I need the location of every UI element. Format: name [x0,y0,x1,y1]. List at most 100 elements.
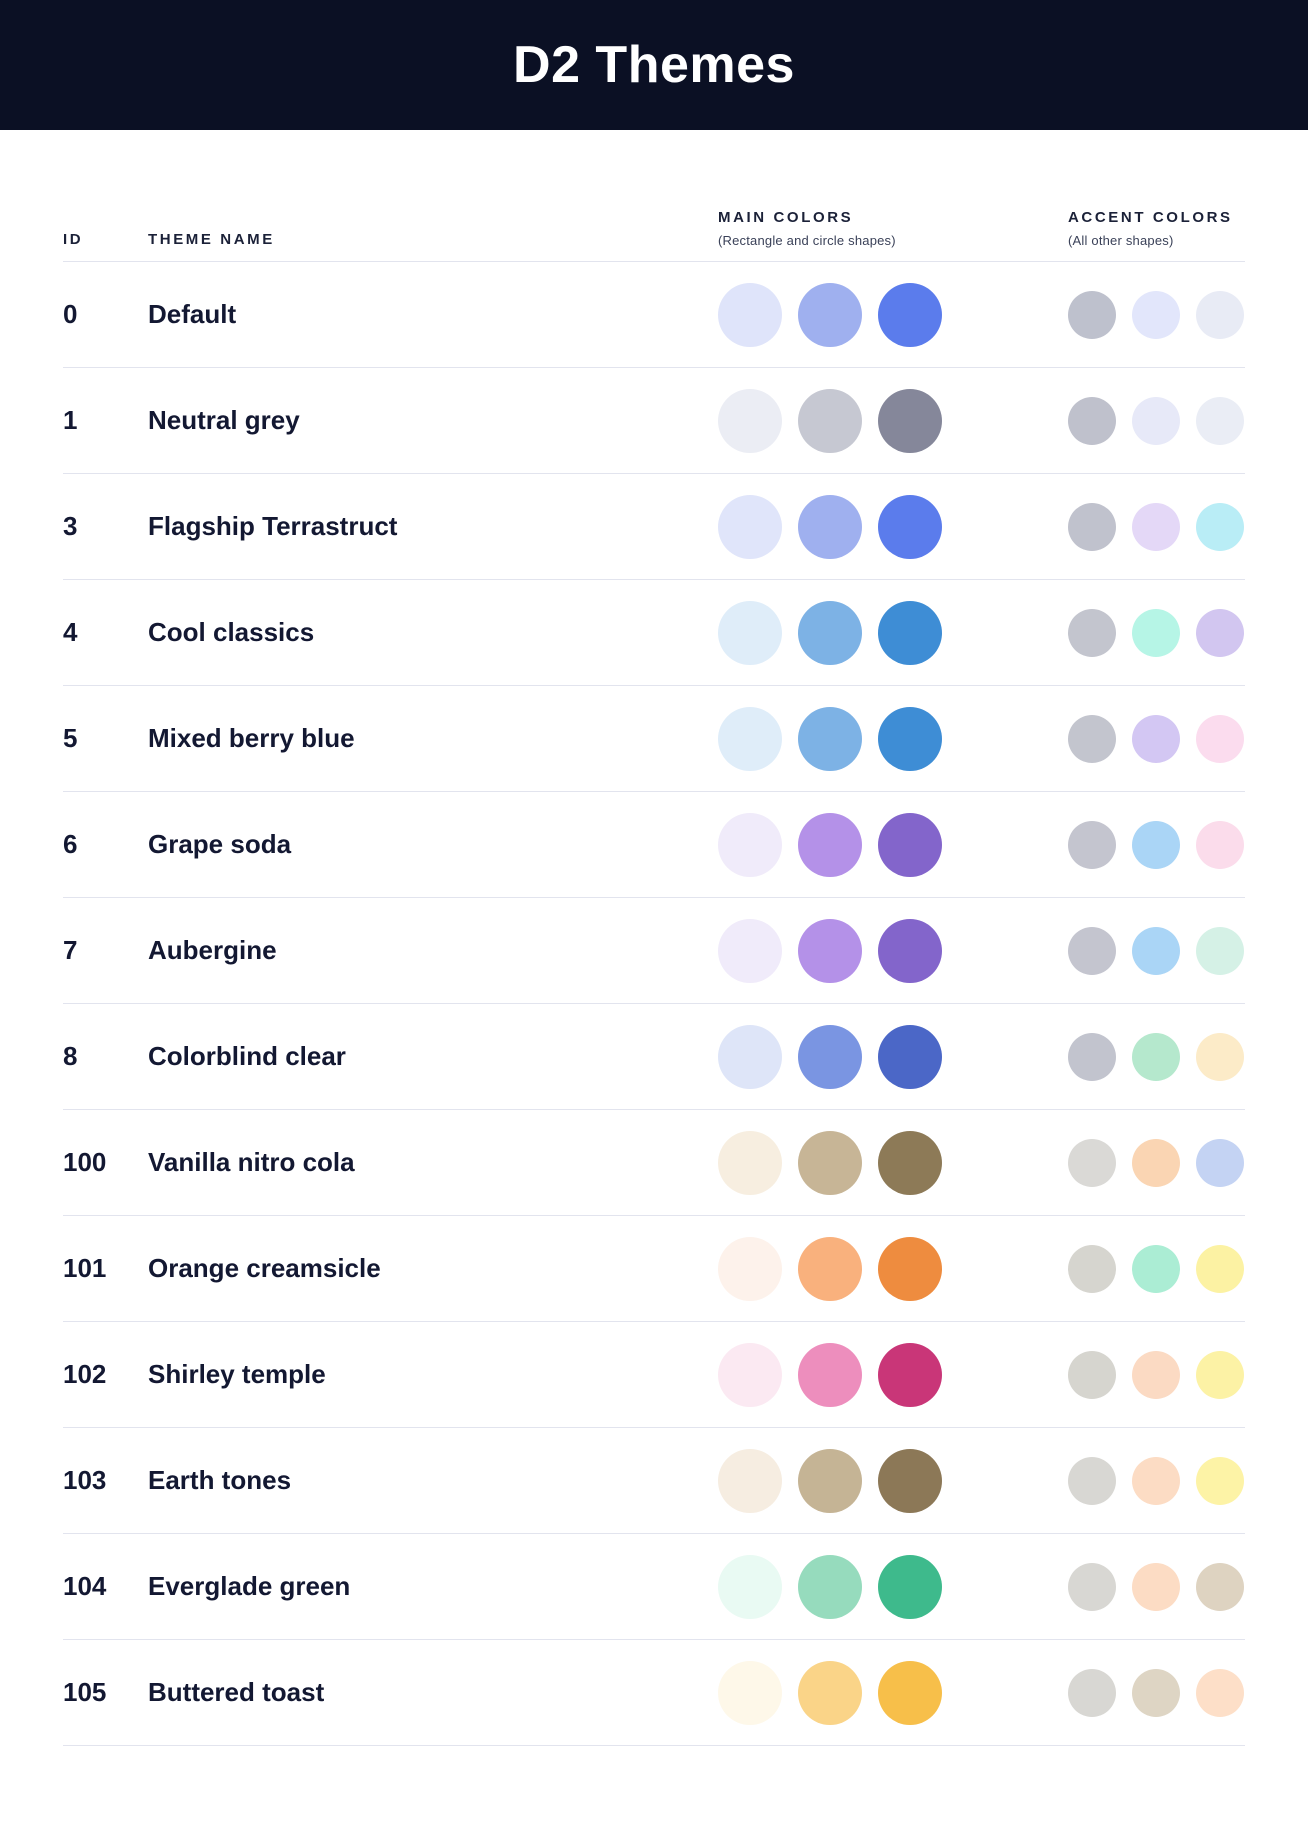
theme-name: Buttered toast [148,1677,325,1707]
theme-row: 0 Default [63,262,1245,368]
themes-table: ID THEME NAME MAIN COLORS (Rectangle and… [63,130,1245,1746]
accent-colors-group [1068,1456,1245,1505]
column-header-main-colors-label: MAIN COLORS [718,209,854,226]
accent-colors-group [1068,926,1245,975]
accent-color-swatch [1132,714,1180,763]
main-color-swatch [718,918,782,983]
theme-id: 104 [63,1571,107,1601]
accent-color-swatch [1196,290,1244,339]
main-colors-group [718,812,1068,877]
column-header-main-colors-subtitle: (Rectangle and circle shapes) [718,233,896,248]
theme-id: 100 [63,1147,107,1177]
accent-color-swatch [1196,926,1244,975]
accent-color-swatch [1068,396,1116,445]
accent-color-swatch [1068,502,1116,551]
main-colors-group [718,600,1068,665]
main-color-swatch [878,706,942,771]
main-color-swatch [798,282,862,347]
accent-colors-group [1068,608,1245,657]
main-colors-group [718,494,1068,559]
main-color-swatch [878,1660,942,1725]
theme-id: 7 [63,935,78,965]
theme-row: 6 Grape soda [63,792,1245,898]
main-color-swatch [718,1024,782,1089]
main-color-swatch [798,388,862,453]
theme-name: Aubergine [148,935,277,965]
main-color-swatch [878,600,942,665]
theme-name: Mixed berry blue [148,723,355,753]
theme-name: Shirley temple [148,1359,326,1389]
main-color-swatch [798,812,862,877]
accent-color-swatch [1196,1138,1244,1187]
accent-color-swatch [1068,290,1116,339]
theme-name: Orange creamsicle [148,1253,381,1283]
main-color-swatch [718,1236,782,1301]
main-color-swatch [798,600,862,665]
accent-color-swatch [1132,290,1180,339]
accent-color-swatch [1132,1456,1180,1505]
theme-row: 1 Neutral grey [63,368,1245,474]
main-color-swatch [718,1342,782,1407]
accent-colors-group [1068,1668,1245,1717]
theme-name: Default [148,299,237,329]
main-color-swatch [718,494,782,559]
theme-id: 105 [63,1677,107,1707]
theme-name: Cool classics [148,617,315,647]
main-color-swatch [798,1236,862,1301]
theme-id: 4 [63,617,78,647]
accent-color-swatch [1068,1668,1116,1717]
main-colors-group [718,388,1068,453]
accent-color-swatch [1068,1244,1116,1293]
main-color-swatch [798,494,862,559]
theme-name: Everglade green [148,1571,351,1601]
accent-color-swatch [1132,1350,1180,1399]
accent-color-swatch [1068,820,1116,869]
main-color-swatch [878,1554,942,1619]
theme-id: 103 [63,1465,107,1495]
theme-id: 0 [63,299,78,329]
accent-colors-group [1068,1244,1245,1293]
main-colors-group [718,282,1068,347]
main-color-swatch [718,812,782,877]
main-color-swatch [878,1342,942,1407]
main-color-swatch [798,1448,862,1513]
column-header-accent-colors: ACCENT COLORS (All other shapes) [1068,209,1245,248]
accent-color-swatch [1196,1668,1244,1717]
accent-color-swatch [1132,396,1180,445]
main-colors-group [718,1448,1068,1513]
main-color-swatch [878,1448,942,1513]
theme-id: 3 [63,511,78,541]
theme-id: 5 [63,723,78,753]
table-column-headers: ID THEME NAME MAIN COLORS (Rectangle and… [63,130,1245,262]
accent-color-swatch [1196,502,1244,551]
main-colors-group [718,706,1068,771]
main-colors-group [718,1236,1068,1301]
page-header: D2 Themes [0,0,1308,130]
theme-row: 101 Orange creamsicle [63,1216,1245,1322]
column-header-id: ID [63,231,148,248]
main-colors-group [718,1024,1068,1089]
accent-color-swatch [1132,1562,1180,1611]
accent-colors-group [1068,1562,1245,1611]
theme-id: 8 [63,1041,78,1071]
accent-color-swatch [1068,1350,1116,1399]
theme-name: Earth tones [148,1465,292,1495]
accent-color-swatch [1132,1138,1180,1187]
theme-row: 7 Aubergine [63,898,1245,1004]
theme-row: 4 Cool classics [63,580,1245,686]
theme-name: Colorblind clear [148,1041,346,1071]
accent-color-swatch [1068,714,1116,763]
theme-row: 103 Earth tones [63,1428,1245,1534]
accent-color-swatch [1196,1562,1244,1611]
accent-colors-group [1068,1138,1245,1187]
main-color-swatch [798,918,862,983]
theme-row: 105 Buttered toast [63,1640,1245,1746]
main-color-swatch [718,1554,782,1619]
accent-color-swatch [1068,926,1116,975]
accent-color-swatch [1068,1562,1116,1611]
accent-color-swatch [1196,1350,1244,1399]
column-header-theme-name-label: THEME NAME [148,231,275,248]
accent-color-swatch [1196,1244,1244,1293]
main-color-swatch [798,1024,862,1089]
theme-id: 1 [63,405,78,435]
